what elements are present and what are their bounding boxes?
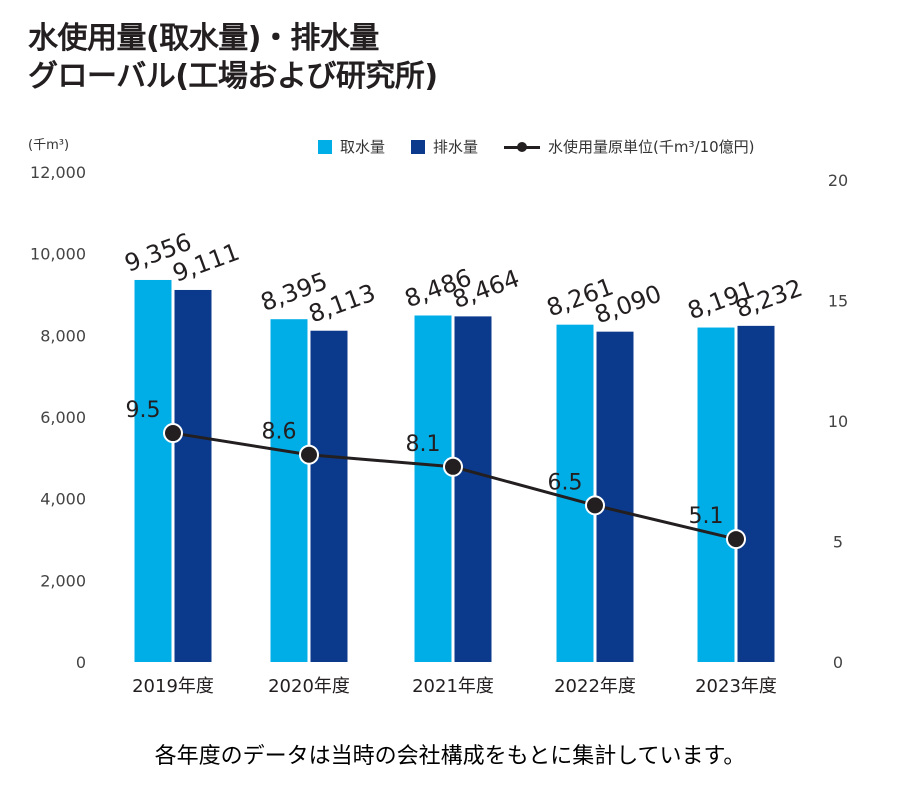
legend-item-intake: 取水量 [318,136,385,157]
legend: 取水量 排水量 水使用量原単位(千m³/10億円) [318,136,781,157]
intensity-value-label: 8.1 [406,432,441,457]
intensity-value-label: 6.5 [548,470,583,495]
intensity-point [299,444,319,465]
x-axis-category-label: 2020年度 [268,676,350,697]
chart-plot: 0 2,000 4,000 6,000 8,000 10,000 12,000 0 5 10 15 2… [30,163,848,697]
left-axis-tick-label: 12,000 [30,163,86,182]
intensity-point [443,456,463,477]
chart-title-line2: グローバル(工場および研究所) [28,59,438,94]
intensity-point [163,423,183,444]
x-axis-category-label: 2021年度 [412,676,494,697]
right-axis-tick-label: 15 [828,292,848,311]
right-axis-tick-label: 0 [833,653,843,672]
left-axis-tick-label: 8,000 [40,326,86,345]
legend-swatch-intake [318,139,332,154]
intensity-value-label: 9.5 [126,398,161,423]
bar-intake [414,315,452,662]
bar-intake [556,324,594,662]
x-axis-category-label: 2019年度 [132,676,214,697]
chart-title: 水使用量(取水量)・排水量 グローバル(工場および研究所) [28,20,438,96]
left-axis-tick-label: 0 [76,653,86,672]
intensity-value-label: 8.6 [262,420,297,445]
bar-discharge [596,331,634,662]
left-axis-tick-label: 6,000 [40,408,86,427]
legend-label-intake: 取水量 [340,138,386,156]
bar-discharge [310,330,348,662]
left-axis-tick-label: 10,000 [30,245,86,264]
legend-label-intensity: 水使用量原単位(千m³/10億円) [548,138,755,156]
bar-discharge [737,325,775,662]
intensity-point [585,495,605,516]
bar-intake [134,279,172,662]
legend-swatch-discharge [411,139,426,154]
left-axis-tick-label: 2,000 [40,571,86,590]
left-axis-unit-label: (千m³) [28,138,70,153]
bar-discharge [174,289,212,662]
legend-label-discharge: 排水量 [433,138,479,156]
legend-item-intensity: 水使用量原単位(千m³/10億円) [504,136,755,157]
bar-discharge [454,316,492,662]
chart-title-line1: 水使用量(取水量)・排水量 [28,21,379,56]
intensity-value-label: 5.1 [689,504,724,529]
legend-item-discharge: 排水量 [411,136,478,157]
line-marker-icon [504,140,541,154]
left-axis-tick-label: 4,000 [40,490,86,509]
footnote: 各年度のデータは当時の会社構成をもとに集計しています。 [154,744,746,769]
right-axis-tick-label: 10 [828,412,848,431]
x-axis-category-label: 2023年度 [695,676,777,697]
bar-intake [270,319,308,662]
intensity-point [726,529,746,550]
x-axis-category-label: 2022年度 [554,676,636,697]
right-axis-tick-label: 5 [833,533,843,552]
bar-intake [697,327,735,662]
right-axis-tick-label: 20 [828,171,848,190]
